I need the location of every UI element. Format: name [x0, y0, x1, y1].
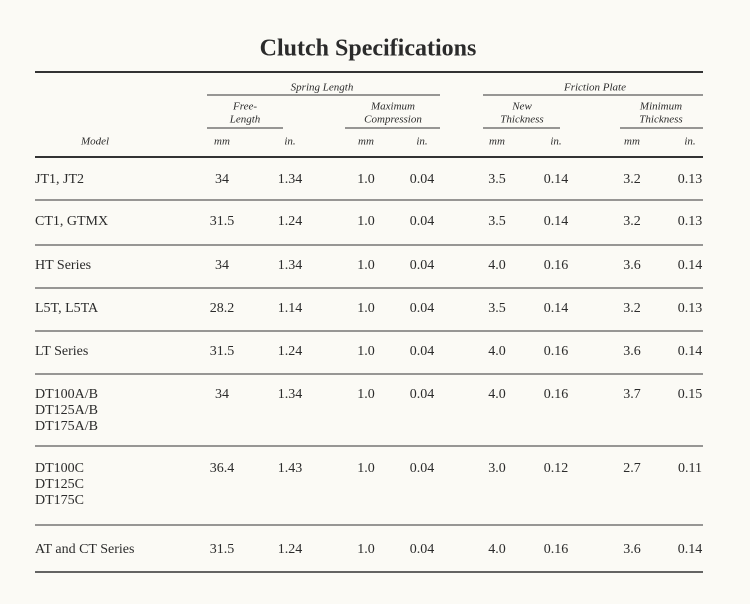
- model-name: DT100C: [35, 461, 84, 476]
- cell-value: 3.2: [623, 301, 641, 316]
- cell-value: 0.04: [410, 344, 435, 359]
- cell-value: 0.13: [678, 214, 703, 229]
- cell-value: 31.5: [210, 344, 235, 359]
- cell-value: 1.34: [278, 258, 303, 273]
- cell-value: 0.14: [678, 344, 703, 359]
- cell-value: 1.24: [278, 214, 303, 229]
- cell-value: 1.0: [357, 258, 375, 273]
- cell-value: 28.2: [210, 301, 235, 316]
- cell-value: 1.0: [357, 172, 375, 187]
- cell-value: 1.24: [278, 344, 303, 359]
- unit-header: mm: [489, 136, 505, 148]
- cell-value: 31.5: [210, 214, 235, 229]
- group-header: Spring Length: [291, 82, 354, 94]
- cell-value: 34: [215, 258, 229, 273]
- unit-header: mm: [358, 136, 374, 148]
- cell-value: 0.04: [410, 258, 435, 273]
- column-header: Compression: [364, 114, 422, 126]
- column-header: Thickness: [500, 114, 543, 126]
- cell-value: 0.04: [410, 301, 435, 316]
- cell-value: 0.16: [544, 258, 569, 273]
- unit-header: in.: [416, 136, 427, 148]
- model-name: JT1, JT2: [35, 172, 84, 187]
- cell-value: 3.5: [488, 301, 506, 316]
- model-name: CT1, GTMX: [35, 214, 108, 229]
- cell-value: 0.04: [410, 461, 435, 476]
- cell-value: 1.0: [357, 214, 375, 229]
- cell-value: 0.04: [410, 387, 435, 402]
- model-name: DT125C: [35, 477, 84, 492]
- unit-header: in.: [284, 136, 295, 148]
- cell-value: 34: [215, 387, 229, 402]
- cell-value: 0.16: [544, 387, 569, 402]
- column-header: Thickness: [639, 114, 682, 126]
- cell-value: 1.14: [278, 301, 303, 316]
- unit-header: mm: [214, 136, 230, 148]
- cell-value: 3.0: [488, 461, 506, 476]
- cell-value: 3.6: [623, 542, 641, 557]
- cell-value: 0.13: [678, 172, 703, 187]
- cell-value: 0.16: [544, 542, 569, 557]
- cell-value: 0.14: [544, 214, 569, 229]
- cell-value: 3.5: [488, 214, 506, 229]
- cell-value: 0.11: [678, 461, 702, 476]
- unit-header: mm: [624, 136, 640, 148]
- model-name: L5T, L5TA: [35, 301, 99, 316]
- cell-value: 3.6: [623, 258, 641, 273]
- cell-value: 0.13: [678, 301, 703, 316]
- cell-value: 0.14: [544, 172, 569, 187]
- cell-value: 1.0: [357, 301, 375, 316]
- title: Clutch Specifications: [260, 36, 477, 62]
- cell-value: 1.43: [278, 461, 303, 476]
- cell-value: 3.7: [623, 387, 641, 402]
- model-name: HT Series: [35, 258, 91, 273]
- cell-value: 1.24: [278, 542, 303, 557]
- cell-value: 4.0: [488, 387, 506, 402]
- column-header: New: [511, 101, 532, 113]
- cell-value: 2.7: [623, 461, 641, 476]
- cell-value: 1.34: [278, 172, 303, 187]
- cell-value: 1.34: [278, 387, 303, 402]
- model-name: DT100A/B: [35, 387, 98, 402]
- cell-value: 3.2: [623, 172, 641, 187]
- model-name: DT125A/B: [35, 403, 98, 418]
- cell-value: 3.5: [488, 172, 506, 187]
- cell-value: 0.14: [678, 542, 703, 557]
- model-name: DT175A/B: [35, 419, 98, 434]
- cell-value: 1.0: [357, 542, 375, 557]
- cell-value: 36.4: [210, 461, 235, 476]
- unit-header: in.: [684, 136, 695, 148]
- model-name: LT Series: [35, 344, 88, 359]
- cell-value: 1.0: [357, 344, 375, 359]
- cell-value: 4.0: [488, 344, 506, 359]
- cell-value: 0.12: [544, 461, 569, 476]
- column-header: Maximum: [370, 101, 415, 113]
- model-name: AT and CT Series: [35, 542, 134, 557]
- column-header: Length: [229, 114, 261, 126]
- group-header: Friction Plate: [563, 82, 626, 94]
- cell-value: 3.2: [623, 214, 641, 229]
- column-header: Minimum: [639, 101, 682, 113]
- cell-value: 1.0: [357, 461, 375, 476]
- cell-value: 0.14: [678, 258, 703, 273]
- cell-value: 4.0: [488, 542, 506, 557]
- cell-value: 31.5: [210, 542, 235, 557]
- cell-value: 0.15: [678, 387, 703, 402]
- cell-value: 0.04: [410, 542, 435, 557]
- cell-value: 0.04: [410, 172, 435, 187]
- cell-value: 0.14: [544, 301, 569, 316]
- cell-value: 34: [215, 172, 229, 187]
- cell-value: 0.16: [544, 344, 569, 359]
- unit-header: in.: [550, 136, 561, 148]
- cell-value: 0.04: [410, 214, 435, 229]
- model-header: Model: [80, 136, 109, 148]
- cell-value: 3.6: [623, 344, 641, 359]
- cell-value: 4.0: [488, 258, 506, 273]
- model-name: DT175C: [35, 493, 84, 508]
- column-header: Free-: [232, 101, 257, 113]
- cell-value: 1.0: [357, 387, 375, 402]
